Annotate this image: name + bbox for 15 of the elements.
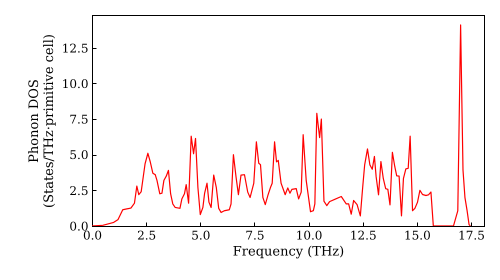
x-tick-label: 2.5 — [137, 228, 156, 242]
y-tick-label: 2.5 — [69, 184, 88, 198]
y-tick-label: 10.0 — [62, 76, 88, 91]
line-series — [92, 24, 471, 226]
x-tick-label: 15.0 — [404, 228, 431, 242]
y-tick-label: 5.0 — [69, 148, 88, 162]
x-tick-label: 10.0 — [296, 228, 322, 242]
x-tick-label: 17.5 — [458, 228, 485, 242]
x-tick-label: 12.5 — [350, 228, 377, 242]
y-tick-label: 12.5 — [62, 41, 88, 56]
x-axis-title: Frequency (THz) — [232, 244, 344, 260]
y-tick-label: 7.5 — [69, 112, 88, 127]
x-tick-label: 5.0 — [191, 228, 210, 242]
y-axis-title: Phonon DOS (States/THz·primitive cell) — [26, 34, 57, 208]
x-tick-label: 7.5 — [245, 228, 264, 242]
